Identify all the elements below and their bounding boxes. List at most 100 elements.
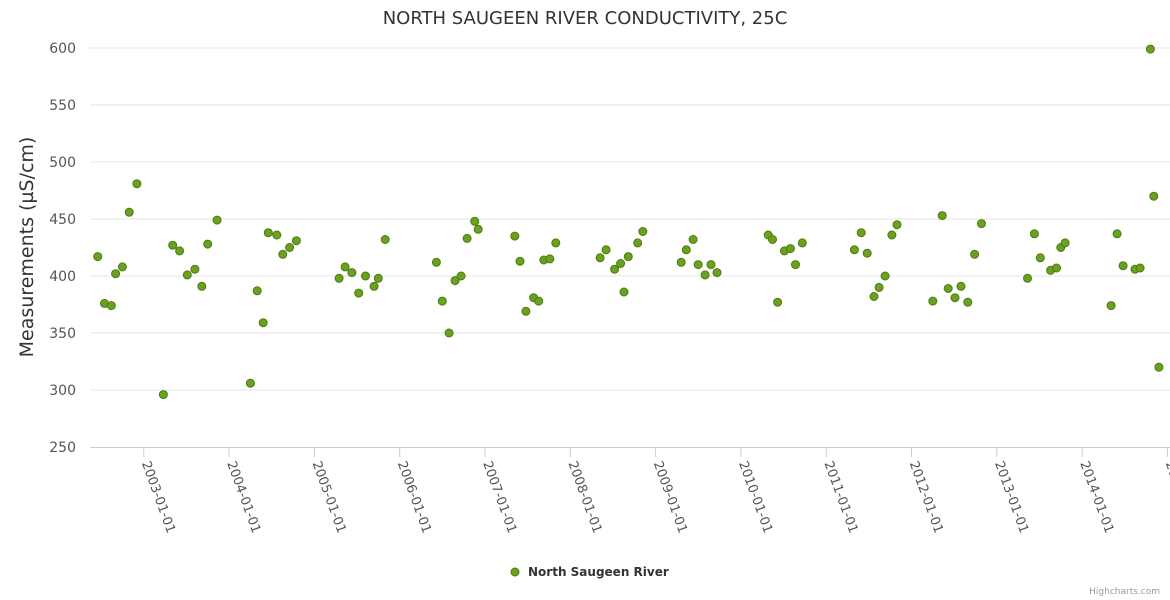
data-point[interactable] xyxy=(791,260,800,270)
data-point[interactable] xyxy=(354,288,364,298)
data-point[interactable] xyxy=(470,216,480,226)
data-point[interactable] xyxy=(158,390,168,400)
data-point[interactable] xyxy=(849,245,859,255)
data-point[interactable] xyxy=(168,240,178,250)
data-point[interactable] xyxy=(633,238,643,248)
data-point[interactable] xyxy=(1118,261,1128,271)
data-point[interactable] xyxy=(334,273,344,283)
data-point[interactable] xyxy=(1029,229,1039,239)
y-grid-lines xyxy=(90,47,1170,391)
data-point[interactable] xyxy=(117,262,127,272)
data-point[interactable] xyxy=(285,243,295,252)
data-point[interactable] xyxy=(956,281,966,291)
data-point[interactable] xyxy=(106,301,116,311)
data-point[interactable] xyxy=(534,296,544,306)
data-point[interactable] xyxy=(272,230,282,240)
data-point[interactable] xyxy=(369,281,379,291)
data-point[interactable] xyxy=(1060,238,1070,248)
data-point[interactable] xyxy=(1023,273,1032,283)
data-point[interactable] xyxy=(1145,44,1155,54)
data-point[interactable] xyxy=(93,252,103,262)
data-point[interactable] xyxy=(252,286,262,296)
data-point[interactable] xyxy=(700,270,710,280)
data-point[interactable] xyxy=(245,378,255,388)
data-point[interactable] xyxy=(361,271,370,281)
data-point[interactable] xyxy=(706,260,716,270)
y-tick-label: 500 xyxy=(49,155,76,171)
data-point[interactable] xyxy=(943,284,953,293)
data-point[interactable] xyxy=(473,224,483,234)
data-point[interactable] xyxy=(203,239,213,249)
data-point[interactable] xyxy=(175,246,185,256)
data-point[interactable] xyxy=(1154,362,1164,372)
data-point[interactable] xyxy=(950,293,960,303)
data-point[interactable] xyxy=(693,260,703,270)
data-point[interactable] xyxy=(970,249,980,259)
data-point[interactable] xyxy=(380,235,390,244)
data-point[interactable] xyxy=(197,281,207,291)
data-point[interactable] xyxy=(616,259,626,268)
data-point[interactable] xyxy=(1035,253,1045,263)
data-point[interactable] xyxy=(623,252,633,262)
y-tick-label: 300 xyxy=(49,383,76,399)
data-point[interactable] xyxy=(258,318,268,328)
data-point[interactable] xyxy=(869,292,879,301)
data-point[interactable] xyxy=(601,245,611,255)
data-point[interactable] xyxy=(551,238,561,248)
data-point[interactable] xyxy=(874,282,884,292)
data-point[interactable] xyxy=(212,215,222,225)
legend-item-north-saugeen-river[interactable]: North Saugeen River xyxy=(528,565,669,579)
data-point[interactable] xyxy=(676,257,686,267)
data-point[interactable] xyxy=(444,328,454,338)
data-point[interactable] xyxy=(431,257,441,267)
data-point[interactable] xyxy=(373,273,383,283)
data-point[interactable] xyxy=(111,269,121,279)
data-point[interactable] xyxy=(462,233,472,243)
data-point[interactable] xyxy=(797,238,807,248)
data-point[interactable] xyxy=(862,248,872,258)
credits-link[interactable]: Highcharts.com xyxy=(1089,587,1160,597)
data-point[interactable] xyxy=(456,271,466,281)
data-point[interactable] xyxy=(545,254,555,264)
data-point[interactable] xyxy=(887,230,897,240)
data-point[interactable] xyxy=(291,236,301,246)
data-point[interactable] xyxy=(937,211,947,221)
data-point[interactable] xyxy=(928,296,938,306)
data-point[interactable] xyxy=(610,264,620,274)
data-point[interactable] xyxy=(595,253,605,263)
data-point[interactable] xyxy=(1106,301,1116,311)
data-point[interactable] xyxy=(856,228,866,238)
data-point[interactable] xyxy=(619,287,629,297)
data-point[interactable] xyxy=(1135,263,1145,273)
data-point[interactable] xyxy=(182,270,192,280)
data-point[interactable] xyxy=(132,179,142,189)
legend[interactable]: North Saugeen River xyxy=(510,565,669,579)
data-point[interactable] xyxy=(977,219,986,229)
data-point[interactable] xyxy=(510,231,520,241)
data-point[interactable] xyxy=(1112,229,1122,239)
data-point[interactable] xyxy=(785,244,795,254)
data-point[interactable] xyxy=(278,249,288,259)
data-point[interactable] xyxy=(880,271,890,281)
data-point[interactable] xyxy=(688,235,698,244)
data-point[interactable] xyxy=(340,262,350,272)
data-point[interactable] xyxy=(773,297,783,307)
data-point[interactable] xyxy=(1149,191,1159,201)
data-point[interactable] xyxy=(190,264,200,274)
data-point[interactable] xyxy=(521,306,531,316)
y-axis-ticks: 250 300 350 400 450 500 550 600 xyxy=(49,41,76,456)
data-point[interactable] xyxy=(768,235,777,244)
data-point[interactable] xyxy=(963,297,973,307)
data-point[interactable] xyxy=(892,220,902,230)
data-point[interactable] xyxy=(437,296,447,306)
data-point[interactable] xyxy=(124,207,134,217)
data-point[interactable] xyxy=(450,276,460,286)
data-point[interactable] xyxy=(515,256,525,266)
data-point[interactable] xyxy=(263,228,273,238)
data-point[interactable] xyxy=(1052,263,1061,273)
data-point[interactable] xyxy=(638,227,648,236)
data-point[interactable] xyxy=(712,268,722,278)
data-point[interactable] xyxy=(681,245,691,255)
data-point[interactable] xyxy=(347,268,357,278)
